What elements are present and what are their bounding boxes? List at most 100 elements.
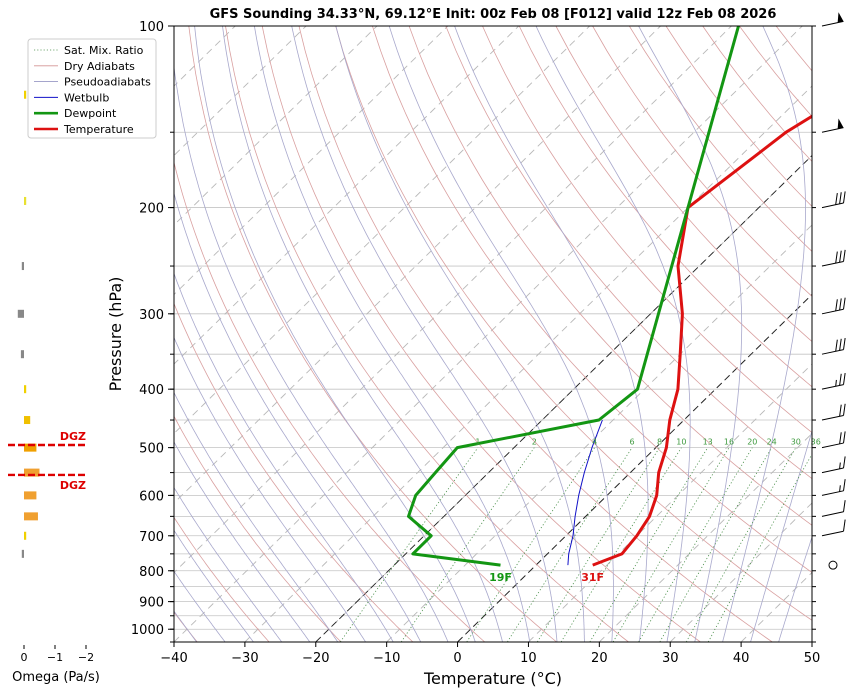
wind-barb: [821, 297, 846, 315]
x-tick-label: 30: [662, 651, 679, 666]
pseudoadiabat: [222, 26, 503, 642]
wind-barb-staff: [821, 202, 844, 209]
mixing-ratio-label: 10: [676, 438, 686, 447]
surface-value-label: 19F: [489, 571, 512, 584]
wind-barb-pennant: [837, 118, 844, 129]
wind-barb-half: [839, 485, 841, 492]
pseudoadiabat: [194, 26, 476, 642]
x-tick-label: 50: [804, 651, 821, 666]
omega-bar: [24, 90, 27, 99]
wind-barb-full: [835, 299, 838, 311]
isotherm-line: [811, 641, 812, 642]
y-tick-label: 400: [139, 383, 164, 398]
omega-tick-label: −2: [78, 651, 94, 664]
dry-adiabat: [592, 26, 812, 297]
dry-adiabat: [665, 26, 812, 208]
y-tick-label: 500: [139, 442, 164, 457]
dry-adiabat: [174, 516, 270, 642]
mixing-ratio-line: [612, 447, 730, 642]
pseudoadiabat: [174, 336, 366, 642]
dry-adiabat: [813, 26, 855, 642]
dry-adiabat: [445, 26, 812, 480]
pseudoadiabat: [750, 429, 812, 642]
mixing-ratio-label: 6: [630, 438, 635, 447]
mixing-ratio-line: [589, 447, 709, 642]
isotherm-line: [174, 26, 590, 435]
pseudoadiabat: [778, 536, 812, 642]
wind-barb-full: [843, 249, 846, 262]
mixing-ratio-line: [638, 447, 753, 642]
wind-barb: [821, 191, 846, 209]
pseudoadiabat: [454, 26, 649, 642]
mixing-ratio-line: [560, 447, 682, 642]
dewpoint-profile-line: [407, 26, 740, 567]
omega-bar: [24, 468, 40, 477]
dry-adiabat: [174, 160, 486, 642]
dry-adiabat: [482, 26, 812, 434]
omega-bar: [24, 443, 37, 452]
dry-adiabat: [372, 26, 812, 573]
pseudoadiabat: [722, 26, 806, 642]
dry-adiabat: [408, 26, 812, 526]
wind-barb-half: [835, 379, 837, 387]
pseudoadiabat: [335, 26, 585, 642]
dgz-label: DGZ: [60, 430, 86, 443]
x-tick-label: 40: [733, 651, 750, 666]
legend-label: Wetbulb: [64, 91, 109, 104]
mixing-ratio-label: 2: [532, 438, 537, 447]
chart-title: GFS Sounding 34.33°N, 69.12°E Init: 00z …: [210, 7, 777, 22]
mixing-ratio-line: [536, 447, 660, 642]
surface-value-label: 31F: [581, 571, 604, 584]
wind-barb: [821, 403, 846, 421]
omega-axis-label: Omega (Pa/s): [12, 670, 100, 685]
isotherm-line: [0, 26, 23, 642]
wind-barb-pennant: [837, 12, 844, 23]
wind-barb-full: [839, 192, 842, 204]
mixing-ratio-label: 20: [747, 438, 757, 447]
wind-barb-full: [839, 373, 842, 386]
wind-barb-full: [843, 297, 846, 310]
pseudoadiabat: [254, 26, 531, 642]
isotherm-line: [174, 26, 449, 296]
dry-adiabat: [775, 26, 812, 72]
wind-barb: [821, 12, 844, 27]
wind-barb-full: [835, 251, 838, 264]
wind-barb-full: [843, 191, 846, 204]
y-tick-label: 900: [139, 596, 164, 611]
isotherm-line: [174, 26, 307, 157]
wind-barb: [821, 118, 844, 133]
x-tick-label: 10: [520, 651, 537, 666]
legend-label: Dry Adiabats: [64, 60, 135, 73]
wind-barb-full: [839, 404, 842, 417]
mixing-ratio-line: [400, 447, 535, 642]
mixing-ratio-line: [707, 453, 812, 642]
omega-tick-label: 0: [21, 651, 28, 664]
legend-label: Sat. Mix. Ratio: [64, 44, 144, 57]
dry-adiabat: [850, 26, 855, 642]
pseudoadiabat: [174, 441, 311, 642]
omega-bar: [24, 531, 27, 540]
freezing-isotherm: [457, 293, 812, 642]
wetbulb-profile-line: [567, 419, 603, 566]
dry-adiabat: [555, 26, 812, 343]
x-tick-label: −30: [231, 651, 258, 666]
dry-adiabat: [174, 302, 414, 642]
y-tick-label: 100: [139, 20, 164, 35]
wind-barb-staff: [821, 414, 844, 421]
omega-bar: [24, 512, 38, 521]
mixing-ratio-label: 24: [767, 438, 777, 447]
wind-barb: [821, 456, 846, 474]
y-tick-label: 800: [139, 565, 164, 580]
isotherm-line: [599, 432, 812, 642]
dry-adiabat: [225, 26, 629, 642]
wind-barb-full: [843, 500, 846, 512]
isotherm-line: [174, 26, 803, 642]
wind-barb-staff: [821, 308, 844, 315]
pseudoadiabat: [291, 26, 558, 642]
temperature-profile-line: [592, 114, 812, 567]
mixing-ratio-label: 36: [811, 438, 821, 447]
x-tick-label: 20: [591, 651, 608, 666]
wind-barb-full: [843, 372, 846, 385]
isotherm-line: [244, 85, 812, 642]
